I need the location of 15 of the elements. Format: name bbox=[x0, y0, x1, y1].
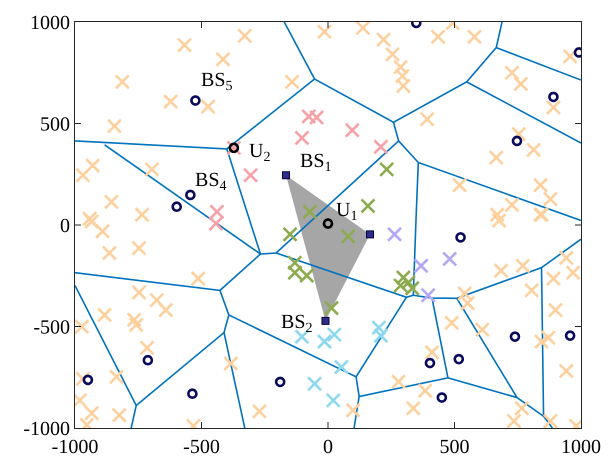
y-tick-label: 1000 bbox=[30, 12, 70, 34]
annotation: BS$_{2}$ bbox=[281, 311, 312, 336]
y-tick-label: -1000 bbox=[23, 418, 70, 440]
x-tick-label: 0 bbox=[323, 436, 333, 458]
x-tick-label: -500 bbox=[183, 436, 220, 458]
annotation: BS$_{1}$ bbox=[300, 150, 332, 176]
annotation: BS$_{5}$ bbox=[201, 69, 232, 94]
annotation: U$_{2}$ bbox=[249, 140, 270, 166]
x-tick-label: 500 bbox=[440, 436, 470, 458]
x-tick-label: 1000 bbox=[561, 436, 601, 458]
y-tick-label: -500 bbox=[33, 316, 70, 338]
y-tick-label: 500 bbox=[40, 114, 70, 136]
y-tick-label: 0 bbox=[60, 215, 70, 237]
annotation: BS$_{4}$ bbox=[195, 169, 226, 194]
annotation: U$_{1}$ bbox=[336, 199, 358, 224]
